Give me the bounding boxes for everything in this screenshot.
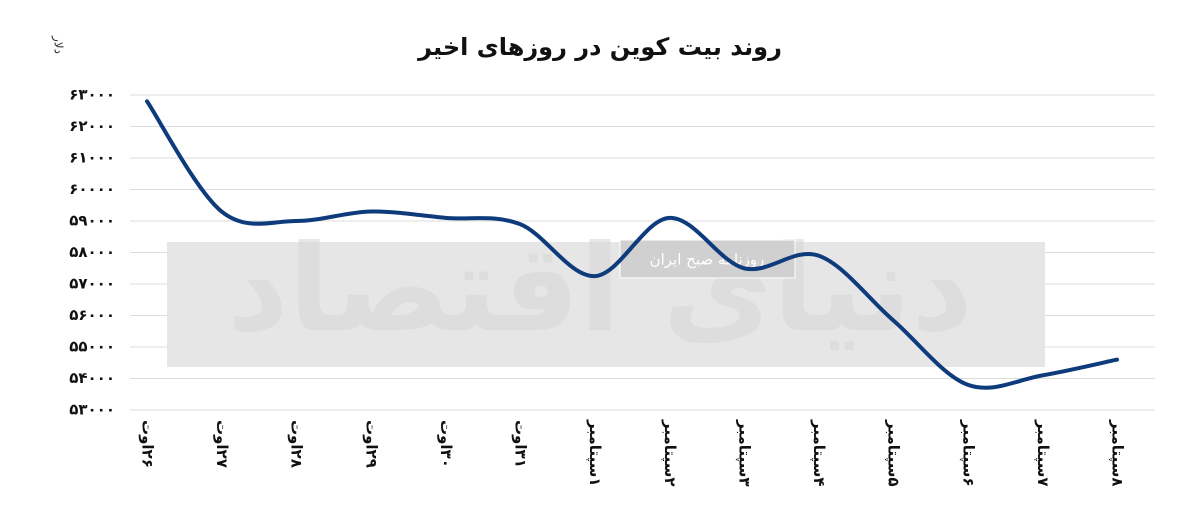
watermark-band <box>167 242 1045 367</box>
x-tick-label: ۵سپتامبر <box>884 419 903 487</box>
y-tick-label: ۶۱۰۰۰ <box>69 149 115 167</box>
x-tick-label: ۸سپتامبر <box>1108 419 1127 487</box>
x-tick-label: ۷سپتامبر <box>1033 419 1052 487</box>
x-tick-label: ۳سپتامبر <box>734 419 753 487</box>
y-tick-label: ۵۷۰۰۰ <box>69 275 115 293</box>
y-tick-label: ۶۰۰۰۰ <box>69 180 115 198</box>
y-tick-label: ۶۳۰۰۰ <box>69 86 115 104</box>
x-tick-label: ۲۸اوت <box>288 420 306 468</box>
watermark-tag: روزنامه صبح ایران <box>650 251 765 269</box>
y-tick-label: ۵۶۰۰۰ <box>69 306 115 324</box>
x-tick-label: ۳۱اوت <box>512 420 530 468</box>
x-tick-label: ۶سپتامبر <box>958 419 977 487</box>
y-tick-label: ۶۲۰۰۰ <box>69 117 115 135</box>
y-tick-label: ۵۴۰۰۰ <box>69 369 115 387</box>
x-tick-label: ۴سپتامبر <box>809 419 828 487</box>
watermark: دنیای اقتصاد <box>227 220 973 359</box>
x-tick-label: ۲سپتامبر <box>660 419 679 487</box>
y-tick-label: ۵۸۰۰۰ <box>69 243 115 261</box>
y-tick-label: ۵۵۰۰۰ <box>69 338 115 356</box>
chart-title: روند بیت کوین در روزهای اخیر <box>417 33 782 61</box>
line <box>145 99 1119 390</box>
x-tick-label: ۱سپتامبر <box>585 419 604 487</box>
y-tick-label: ۵۳۰۰۰ <box>69 401 115 419</box>
y-axis-label: دلار <box>51 35 66 54</box>
x-tick-label: ۲۹اوت <box>362 420 380 468</box>
x-tick-label: ۲۶اوت <box>139 420 157 468</box>
x-tick-label: ۲۷اوت <box>213 420 231 468</box>
y-tick-label: ۵۹۰۰۰ <box>69 212 115 230</box>
x-tick-label: ۳۰اوت <box>437 420 455 468</box>
